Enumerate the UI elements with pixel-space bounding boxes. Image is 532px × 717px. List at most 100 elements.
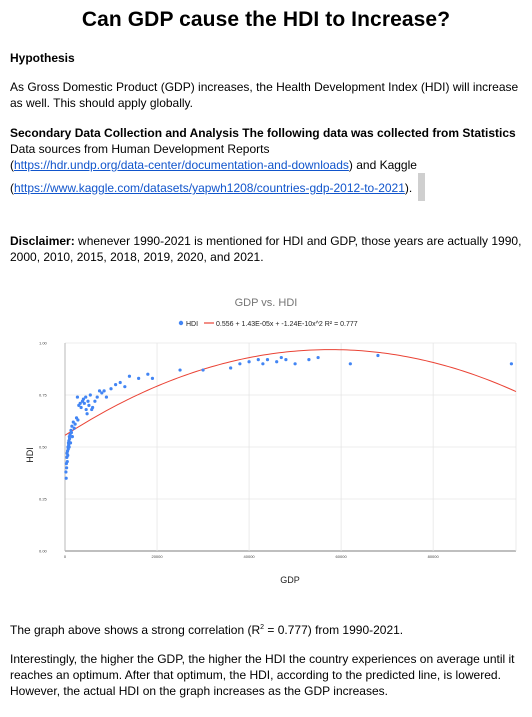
- open-paren: (: [10, 158, 14, 172]
- secondary-heading: Secondary Data Collection and Analysis T…: [10, 126, 516, 140]
- chart-grid: [64, 342, 517, 552]
- page-title: Can GDP cause the HDI to Increase?: [81, 8, 451, 31]
- y-tick-label: 0.75: [39, 393, 48, 398]
- hdi-point: [72, 426, 76, 430]
- kaggle-link[interactable]: https://www.kaggle.com/datasets/yapwh120…: [14, 181, 405, 195]
- secondary-section: Secondary Data Collection and Analysis T…: [10, 125, 528, 201]
- y-tick-label: 0.00: [39, 549, 48, 554]
- hdi-point: [256, 358, 260, 362]
- hdi-point: [104, 395, 109, 399]
- trendline: [64, 349, 517, 436]
- hdi-point: [70, 435, 74, 439]
- hdi-point: [64, 470, 68, 474]
- hdi-point: [348, 362, 352, 366]
- text-cursor: [418, 173, 426, 201]
- hdi-point: [100, 391, 104, 395]
- hdi-point: [97, 389, 102, 393]
- hdi-point: [91, 405, 95, 410]
- hdi-point: [68, 441, 73, 445]
- hdi-point: [79, 405, 83, 410]
- hdi-point: [93, 399, 97, 403]
- x-tick-label: 20000: [151, 554, 163, 559]
- hdi-point: [123, 385, 127, 389]
- hdi-point: [82, 401, 86, 405]
- hdi-point: [316, 355, 320, 360]
- hdi-point: [88, 393, 92, 397]
- y-tick-label: 0.50: [39, 445, 48, 450]
- x-tick-label: 80000: [428, 554, 440, 559]
- hdi-point: [102, 389, 106, 393]
- r-squared-sup: 2: [260, 624, 265, 631]
- hdi-point: [127, 374, 132, 378]
- hypothesis-text: As Gross Domestic Product (GDP) increase…: [10, 80, 519, 110]
- hdi-point: [65, 466, 69, 470]
- chart-legend: HDI 0.556 + 1.43E-05x + -1.24E-10x^2 R² …: [178, 320, 358, 328]
- x-tick-label: 60000: [336, 554, 348, 559]
- hdi-point: [66, 453, 70, 457]
- hdi-point: [307, 358, 311, 362]
- hdi-point: [109, 387, 113, 391]
- hdi-point: [84, 395, 88, 399]
- hdi-point: [76, 418, 80, 422]
- hdi-point: [84, 407, 88, 412]
- hdi-point: [68, 437, 72, 441]
- legend-hdi-label: HDI: [186, 321, 198, 328]
- correlation-before: The graph above shows a strong correlati…: [10, 623, 261, 637]
- hdi-point: [178, 368, 182, 372]
- hdi-point: [86, 399, 90, 403]
- chart-title: GDP vs. HDI: [235, 297, 298, 309]
- disclaimer-label: Disclaimer:: [10, 234, 75, 248]
- hdi-point: [81, 397, 86, 401]
- hdi-point: [247, 360, 251, 364]
- hdi-point: [275, 360, 279, 364]
- hdi-point: [69, 430, 74, 435]
- hdi-point: [265, 358, 270, 362]
- hdi-point: [85, 412, 89, 416]
- hdi-point: [114, 383, 118, 387]
- correlation-after: = 0.777) from 1990-2021.: [264, 623, 404, 637]
- hdi-point: [67, 445, 71, 449]
- hdi-point: [78, 401, 82, 405]
- hdi-point: [70, 424, 74, 428]
- x-tick-label: 0: [64, 554, 67, 559]
- hdi-point: [284, 358, 288, 362]
- gdp-hdi-chart: GDP vs. HDI HDI 0.556 + 1.43E-05x + -1.2…: [25, 297, 517, 585]
- hdi-point: [201, 368, 205, 372]
- hdi-point: [293, 362, 297, 366]
- hdi-point: [238, 362, 242, 366]
- secondary-line1: Data sources from Human Development Repo…: [10, 142, 270, 156]
- y-axis-label: HDI: [25, 447, 35, 463]
- hdi-points: [64, 353, 513, 480]
- disclaimer-text: whenever 1990-2021 is mentioned for HDI …: [10, 234, 522, 264]
- hdi-point: [118, 380, 122, 385]
- hdi-point: [137, 376, 141, 380]
- hdi-point: [146, 372, 150, 376]
- x-tick-labels: 0 20000 40000 60000 80000: [64, 554, 440, 559]
- hdi-point: [509, 362, 513, 366]
- hdi-point: [376, 353, 380, 358]
- close-text: ).: [404, 181, 413, 195]
- x-tick-label: 40000: [244, 554, 256, 559]
- y-tick-labels: 0.00 0.25 0.50 0.75 1.00: [39, 341, 48, 554]
- interesting-text: Interestingly, the higher the GDP, the h…: [10, 652, 515, 698]
- hdr-link[interactable]: https://hdr.undp.org/data-center/documen…: [14, 158, 349, 172]
- x-axis-label: GDP: [280, 575, 300, 585]
- hdi-point: [65, 459, 69, 464]
- y-tick-label: 1.00: [39, 341, 48, 346]
- hdi-point: [73, 422, 77, 426]
- hdi-point: [229, 366, 233, 370]
- hdi-point: [261, 362, 265, 366]
- y-tick-label: 0.25: [39, 497, 48, 502]
- legend-trend-label: 0.556 + 1.43E-05x + -1.24E-10x^2 R² = 0.…: [216, 321, 358, 328]
- hdi-point: [95, 395, 99, 399]
- legend-hdi-marker: [178, 320, 184, 326]
- and-kaggle-text: ) and Kaggle: [348, 158, 417, 172]
- disclaimer: Disclaimer: whenever 1990-2021 is mentio…: [10, 233, 528, 265]
- hdi-point: [87, 403, 91, 407]
- hdi-point: [71, 420, 75, 424]
- hdi-point: [75, 395, 80, 399]
- hdi-point: [64, 476, 68, 480]
- hdi-point: [279, 355, 283, 360]
- hdi-point: [150, 376, 155, 380]
